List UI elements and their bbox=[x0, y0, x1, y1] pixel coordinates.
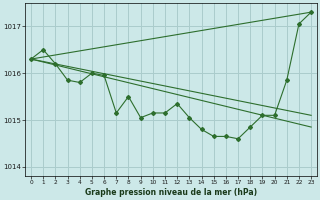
X-axis label: Graphe pression niveau de la mer (hPa): Graphe pression niveau de la mer (hPa) bbox=[85, 188, 257, 197]
